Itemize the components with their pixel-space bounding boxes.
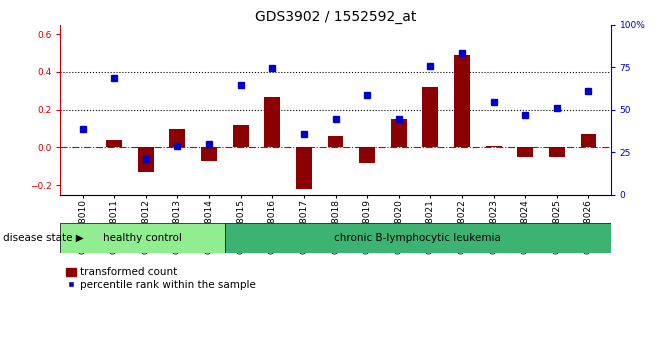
Bar xyxy=(138,148,154,172)
Bar xyxy=(264,97,280,148)
Bar xyxy=(233,125,248,148)
Bar xyxy=(580,134,597,148)
Bar xyxy=(225,223,611,253)
Legend: transformed count, percentile rank within the sample: transformed count, percentile rank withi… xyxy=(66,267,256,290)
Text: disease state ▶: disease state ▶ xyxy=(3,233,84,243)
Bar xyxy=(170,129,185,148)
Bar xyxy=(454,55,470,148)
Bar xyxy=(327,136,344,148)
Bar xyxy=(296,148,312,189)
Text: chronic B-lymphocytic leukemia: chronic B-lymphocytic leukemia xyxy=(334,233,501,243)
Bar xyxy=(391,119,407,148)
Bar xyxy=(359,148,375,162)
Bar xyxy=(106,140,122,148)
Bar xyxy=(486,145,501,148)
Bar xyxy=(517,148,533,157)
Bar xyxy=(423,87,438,148)
Bar xyxy=(201,148,217,161)
Text: healthy control: healthy control xyxy=(103,233,182,243)
Bar xyxy=(60,223,225,253)
Bar xyxy=(549,148,565,157)
Title: GDS3902 / 1552592_at: GDS3902 / 1552592_at xyxy=(255,10,416,24)
